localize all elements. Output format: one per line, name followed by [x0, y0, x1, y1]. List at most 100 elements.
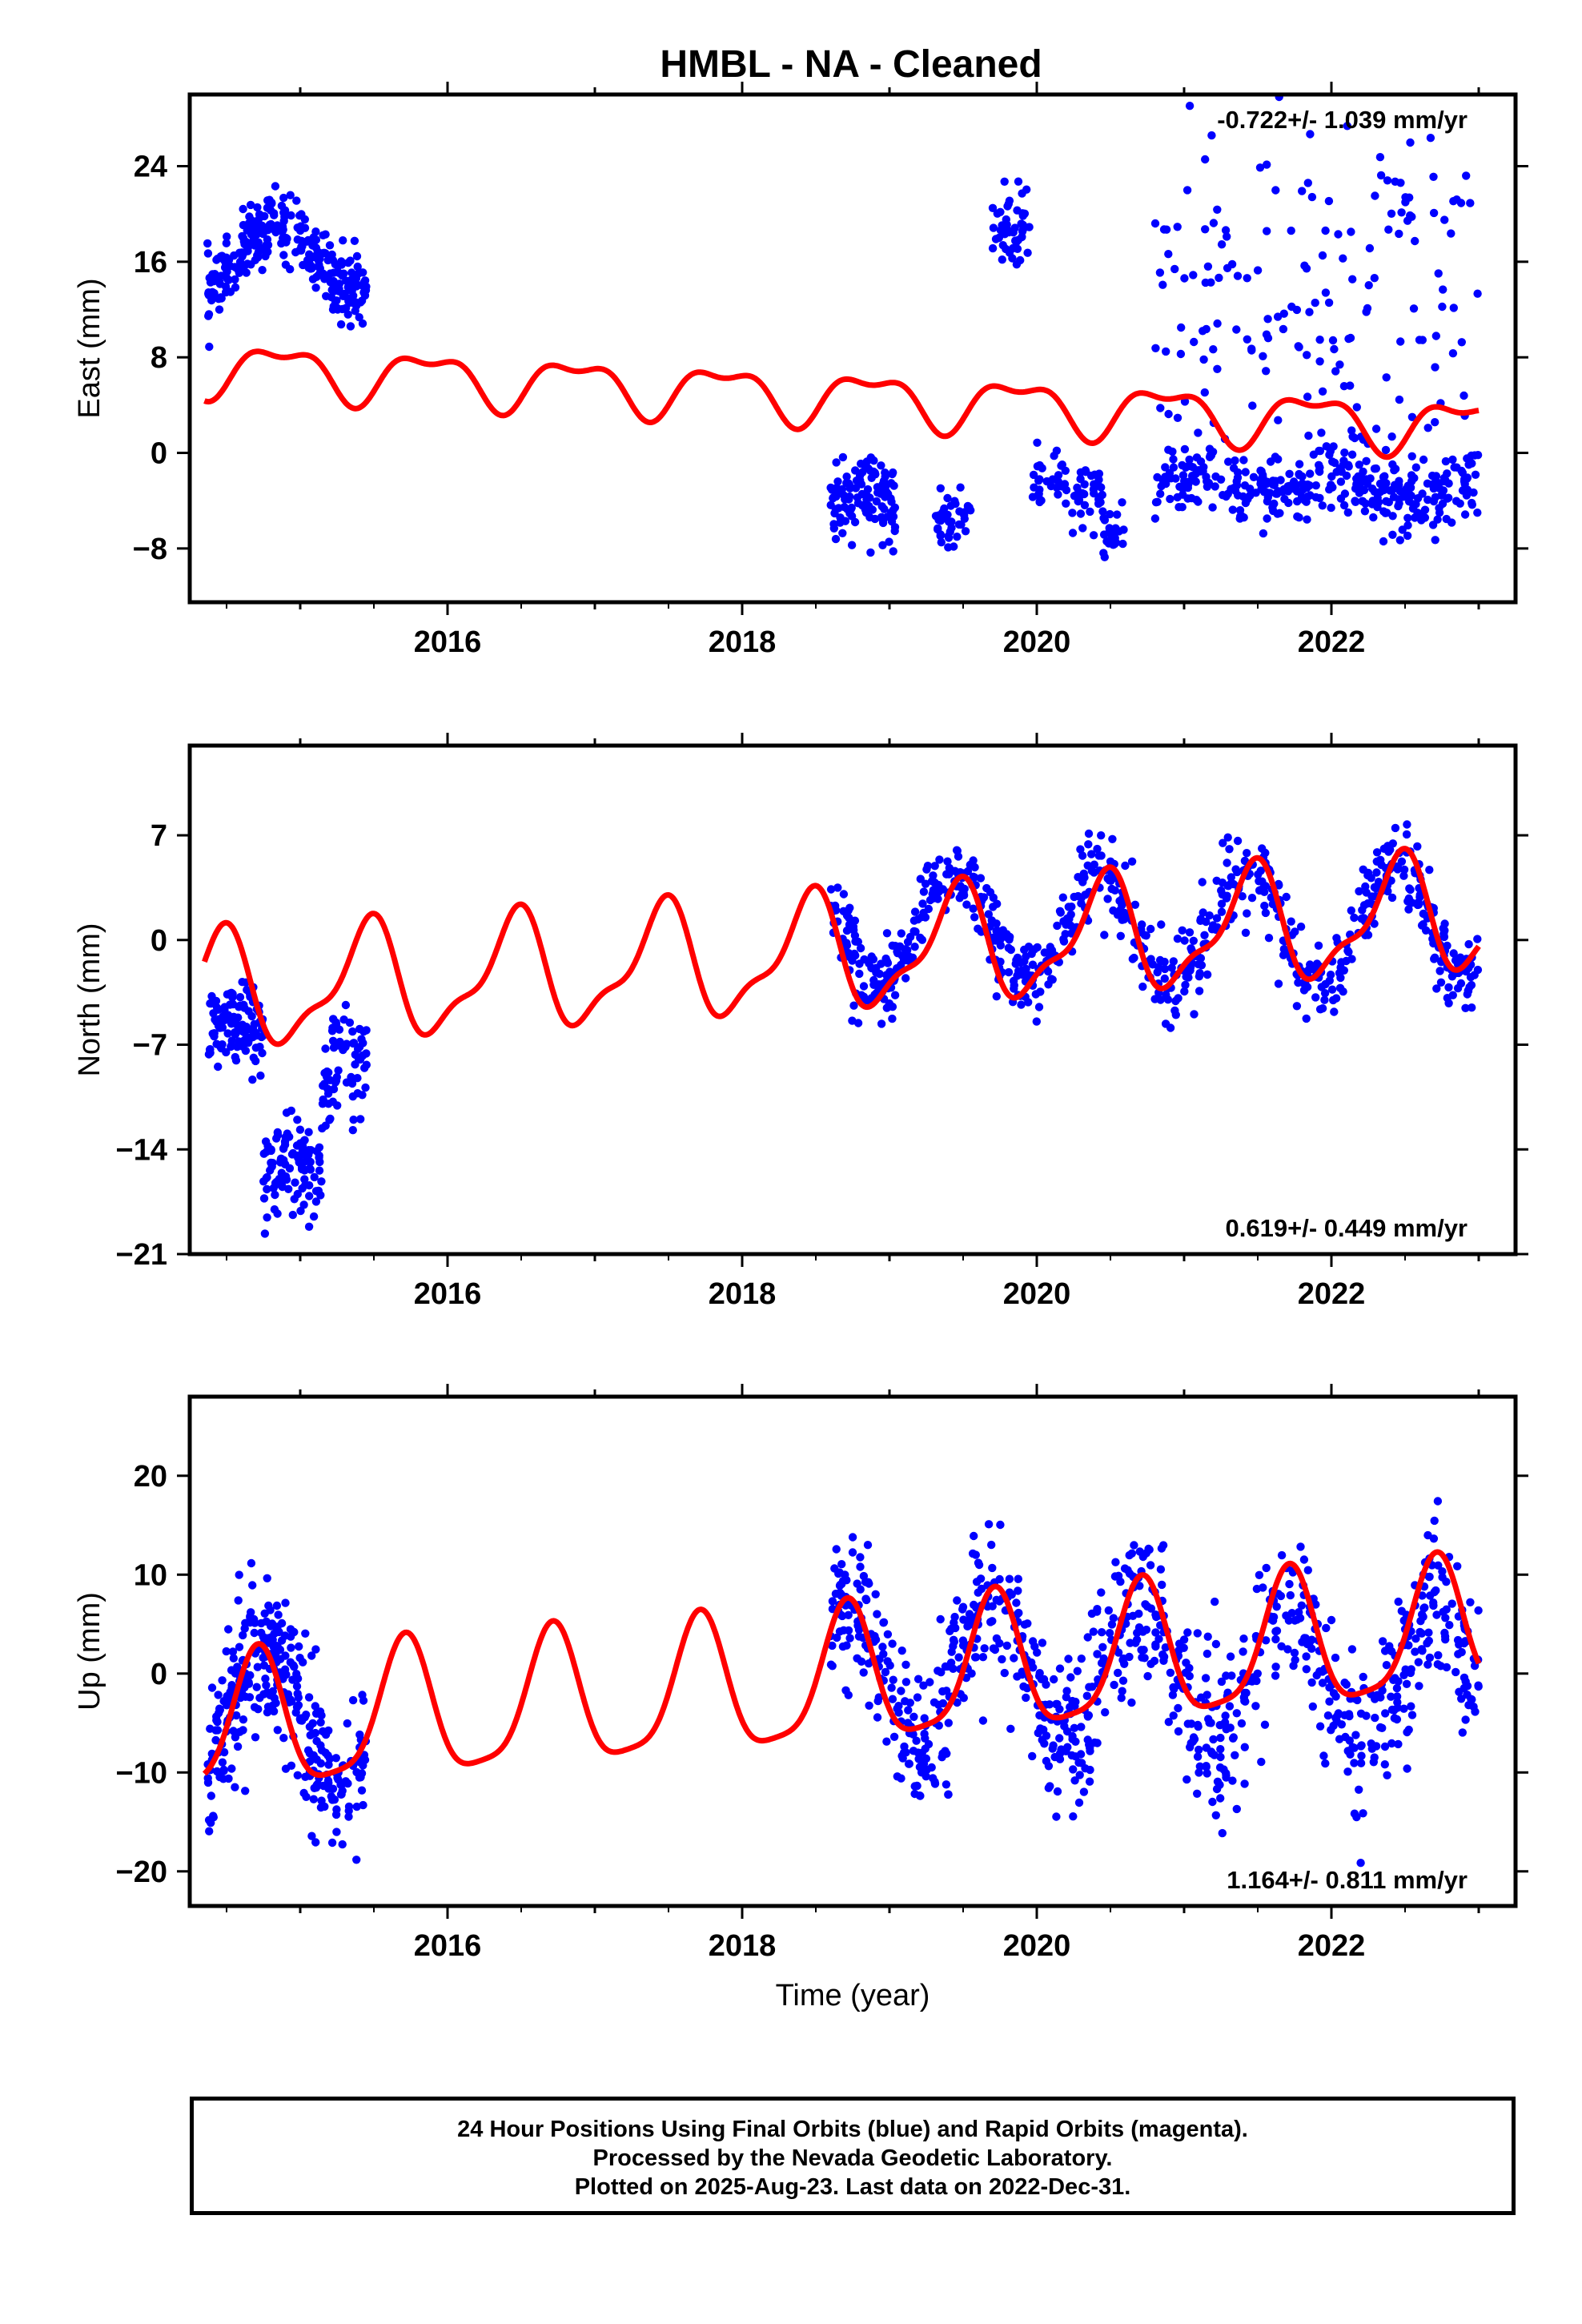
data-point: [1268, 476, 1278, 485]
data-point: [203, 249, 213, 258]
data-point: [1052, 446, 1062, 455]
data-point: [1101, 1708, 1110, 1717]
data-point: [1022, 1693, 1030, 1703]
data-point: [934, 1721, 944, 1730]
panel-east: 2016 2018 2020 2022 −8 0 8 16 24 East (mm) -0.722+…: [73, 82, 1528, 659]
data-point: [909, 927, 918, 936]
data-point: [1473, 289, 1482, 298]
data-point: [1277, 1550, 1287, 1560]
data-point: [984, 910, 994, 919]
data-point: [337, 1790, 346, 1799]
data-point: [1078, 878, 1087, 887]
data-point: [1417, 516, 1426, 525]
data-point: [1164, 250, 1173, 259]
data-point: [329, 279, 338, 288]
data-point: [319, 1727, 327, 1736]
data-point: [995, 1597, 1004, 1606]
data-point: [1419, 1604, 1428, 1613]
data-point: [1371, 424, 1381, 433]
data-point: [306, 260, 315, 269]
data-point: [344, 1812, 353, 1821]
data-point: [286, 1625, 295, 1634]
data-point: [311, 1702, 319, 1711]
data-point: [1134, 1623, 1144, 1632]
data-point: [1114, 1571, 1123, 1581]
data-point: [1318, 1679, 1327, 1687]
data-point: [1146, 1561, 1155, 1570]
data-point: [1466, 199, 1475, 207]
data-point: [343, 1719, 351, 1728]
data-point: [1040, 1739, 1049, 1748]
data-point: [1033, 943, 1042, 952]
data-point: [1335, 1735, 1344, 1743]
data-point: [203, 1778, 213, 1787]
data-point: [937, 1668, 946, 1677]
data-point: [1347, 955, 1356, 963]
data-point: [224, 1625, 233, 1634]
data-point: [1160, 974, 1170, 983]
data-point: [1474, 1682, 1483, 1691]
data-point: [313, 1779, 323, 1788]
data-point: [1012, 260, 1022, 269]
data-point: [219, 1747, 229, 1757]
data-point: [273, 1726, 282, 1735]
data-point: [956, 882, 965, 891]
data-point: [1201, 155, 1210, 164]
data-point: [859, 1668, 868, 1677]
data-point: [996, 207, 1005, 216]
data-point: [1222, 1671, 1231, 1680]
data-point: [1428, 480, 1437, 489]
data-point: [995, 1574, 1004, 1584]
data-point: [1255, 163, 1265, 172]
data-point: [1099, 549, 1108, 557]
data-point: [253, 203, 262, 212]
y-axis-label: East (mm): [73, 278, 106, 418]
data-point: [1180, 987, 1189, 996]
data-point: [1239, 1647, 1247, 1656]
data-point: [1331, 367, 1340, 376]
data-point: [1385, 1642, 1394, 1651]
data-point: [1323, 1711, 1333, 1720]
data-point: [1410, 473, 1419, 483]
data-point: [976, 1574, 986, 1583]
data-point: [1142, 1625, 1151, 1634]
data-point: [922, 865, 931, 874]
data-point: [1404, 905, 1413, 914]
data-point: [1239, 456, 1248, 464]
data-point: [325, 241, 335, 250]
data-point: [1449, 304, 1459, 312]
data-point: [1406, 138, 1415, 147]
data-point: [848, 1533, 857, 1542]
data-point: [856, 943, 865, 953]
data-point: [1280, 494, 1289, 504]
data-point: [836, 518, 845, 527]
data-point: [1083, 1711, 1092, 1719]
data-point: [1233, 468, 1243, 477]
data-point: [1382, 1661, 1391, 1670]
data-point: [349, 1039, 359, 1047]
data-point: [1307, 192, 1317, 202]
data-point: [1189, 1733, 1199, 1742]
data-point: [949, 1635, 958, 1644]
data-point: [1346, 381, 1355, 390]
data-point: [1380, 1760, 1390, 1769]
data-point: [901, 1748, 910, 1757]
data-point: [1431, 363, 1439, 372]
data-point: [992, 992, 1002, 1001]
data-point: [1217, 907, 1227, 916]
data-point: [914, 1755, 923, 1763]
data-point: [947, 524, 956, 533]
data-point: [1464, 1701, 1473, 1710]
data-point: [827, 484, 837, 493]
data-point: [324, 1779, 333, 1787]
data-point: [1287, 302, 1296, 312]
data-point: [1053, 1699, 1062, 1709]
data-point: [1109, 1614, 1118, 1622]
data-point: [239, 1715, 248, 1724]
data-point: [1297, 493, 1307, 502]
data-point: [1199, 467, 1207, 476]
data-point: [1212, 1784, 1222, 1794]
data-point: [1185, 1663, 1194, 1673]
data-point: [339, 269, 348, 278]
data-point: [988, 243, 998, 253]
